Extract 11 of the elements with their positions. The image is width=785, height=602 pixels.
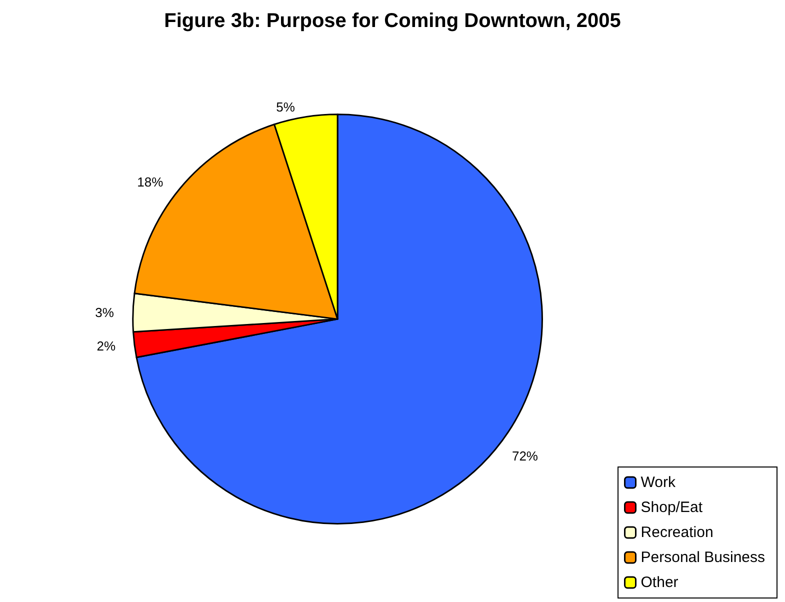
data-label: 2% [96, 338, 116, 354]
data-label: 18% [137, 174, 164, 190]
data-label: 72% [512, 448, 538, 464]
chart-title: Figure 3b: Purpose for Coming Downtown, 2005 [164, 10, 621, 32]
data-label: 3% [95, 304, 114, 320]
legend-label: Shop/Eat [640, 499, 704, 516]
legend-label: Work [640, 474, 676, 491]
legend-label: Recreation [640, 524, 714, 541]
legend-label: Other [640, 574, 678, 591]
legend-label: Personal Business [640, 549, 765, 566]
data-label: 5% [276, 100, 296, 115]
